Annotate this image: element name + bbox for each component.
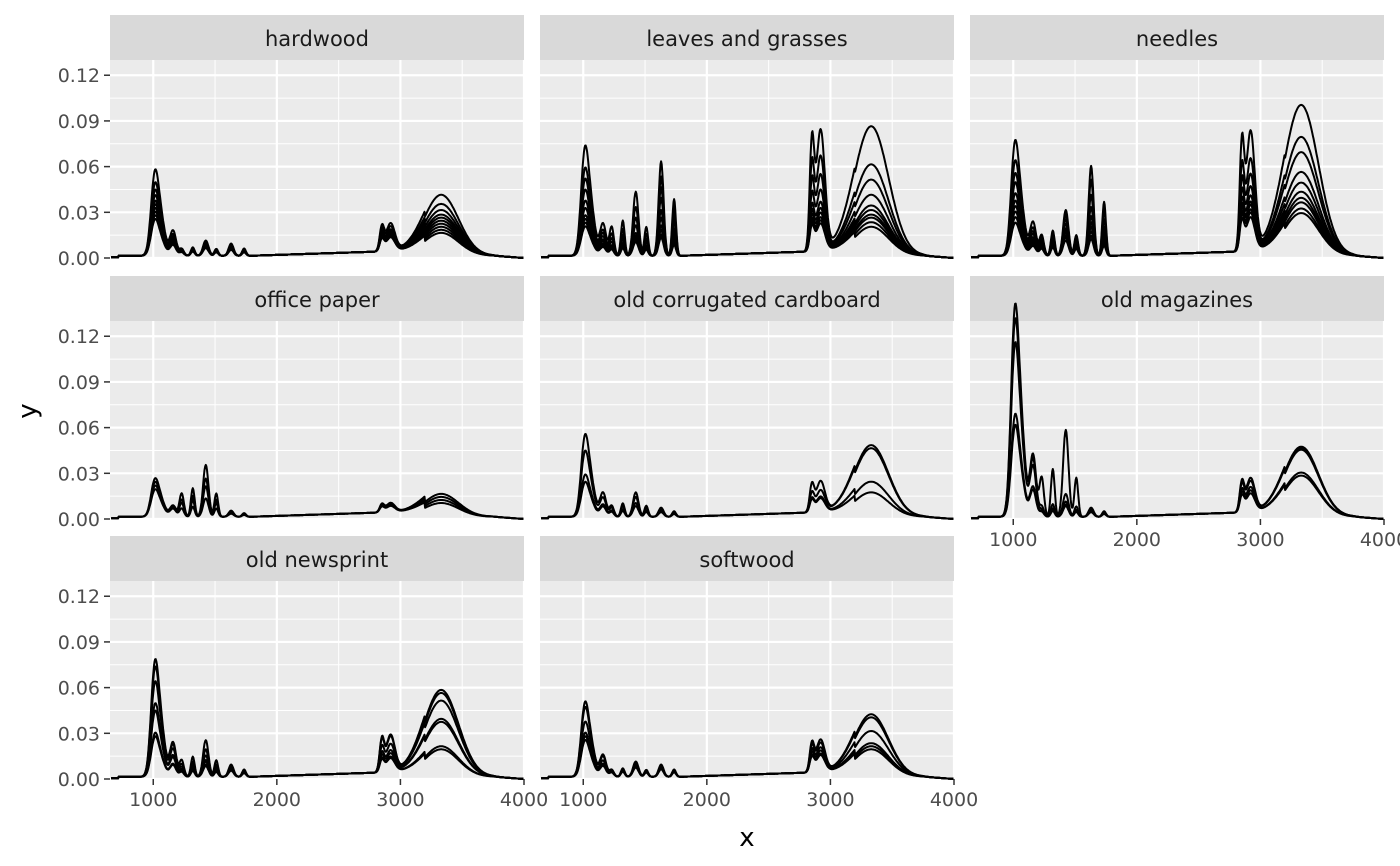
- y-tick-label: 0.12: [58, 586, 100, 608]
- facet-strip-label: hardwood: [265, 27, 369, 51]
- facet-strip-label: softwood: [699, 548, 794, 572]
- series-line: [110, 218, 524, 259]
- facet-strip: [110, 15, 524, 60]
- facet-panel: old newsprint 0.00 0.03 0.06 0.09 0.12 1000 200…: [58, 536, 548, 811]
- facet-strip: [540, 276, 954, 321]
- y-tick-label: 0.06: [58, 678, 100, 700]
- y-tick-label: 0.06: [58, 418, 100, 440]
- facet-panels: hardwood 0.00 0.03 0.06 0.09 0.12 leaves and g…: [58, 15, 1400, 811]
- facet-panel: softwood 1000 2000 3000 4000: [540, 536, 978, 811]
- x-tick-label: 2000: [1113, 529, 1161, 551]
- panel-background: [110, 581, 524, 779]
- panel-background: [110, 321, 524, 519]
- facet-strip-label: office paper: [254, 288, 380, 312]
- x-tick-label: 1000: [129, 789, 177, 811]
- y-tick-label: 0.00: [58, 769, 100, 791]
- x-tick-label: 3000: [806, 789, 854, 811]
- facet-panel: leaves and grasses: [540, 15, 956, 260]
- facet-strip: [540, 536, 954, 581]
- y-tick-label: 0.06: [58, 157, 100, 179]
- x-tick-label: 4000: [1360, 529, 1400, 551]
- y-tick-label: 0.12: [58, 326, 100, 348]
- y-axis-title: y: [13, 403, 43, 418]
- y-tick-label: 0.03: [58, 463, 100, 485]
- y-tick-label: 0.12: [58, 65, 100, 87]
- x-axis-title: x: [739, 823, 754, 853]
- y-tick-label: 0.09: [58, 372, 100, 394]
- x-tick-label: 2000: [683, 789, 731, 811]
- facet-panel: hardwood 0.00 0.03 0.06 0.09 0.12: [58, 15, 526, 270]
- facet-panel: old magazines 1000 2000 3000 4000: [970, 276, 1400, 551]
- facet-strip-label: old magazines: [1101, 288, 1253, 312]
- x-tick-label: 4000: [930, 789, 978, 811]
- series-line: [540, 480, 954, 520]
- facet-strip: [970, 15, 1384, 60]
- x-tick-label: 1000: [989, 529, 1037, 551]
- series-line: [970, 423, 1384, 520]
- facet-strip-label: leaves and grasses: [646, 27, 847, 51]
- facet-strip: [110, 276, 524, 321]
- x-tick-label: 1000: [559, 789, 607, 811]
- facet-strip: [970, 276, 1384, 321]
- x-tick-label: 3000: [376, 789, 424, 811]
- facet-strip-label: old corrugated cardboard: [613, 288, 880, 312]
- facet-strip-label: old newsprint: [246, 548, 388, 572]
- series-line: [970, 212, 1384, 259]
- y-tick-label: 0.03: [58, 202, 100, 224]
- y-tick-label: 0.09: [58, 111, 100, 133]
- panel-background: [540, 581, 954, 779]
- facet-strip: [540, 15, 954, 60]
- panel-background: [540, 321, 954, 519]
- facet-strip: [110, 536, 524, 581]
- y-tick-label: 0.00: [58, 509, 100, 531]
- series-line: [110, 735, 524, 780]
- x-tick-label: 4000: [500, 789, 548, 811]
- facet-panel: old corrugated cardboard: [540, 276, 956, 521]
- x-tick-label: 3000: [1236, 529, 1284, 551]
- y-tick-label: 0.03: [58, 723, 100, 745]
- y-tick-label: 0.09: [58, 632, 100, 654]
- facet-panel: needles: [970, 15, 1386, 260]
- y-tick-label: 0.00: [58, 248, 100, 270]
- series-line: [540, 739, 954, 780]
- facet-strip-label: needles: [1136, 27, 1218, 51]
- facet-panel: office paper 0.00 0.03 0.06 0.09 0.12: [58, 276, 526, 531]
- series-line: [540, 222, 954, 259]
- x-tick-label: 2000: [253, 789, 301, 811]
- series-line: [110, 488, 524, 520]
